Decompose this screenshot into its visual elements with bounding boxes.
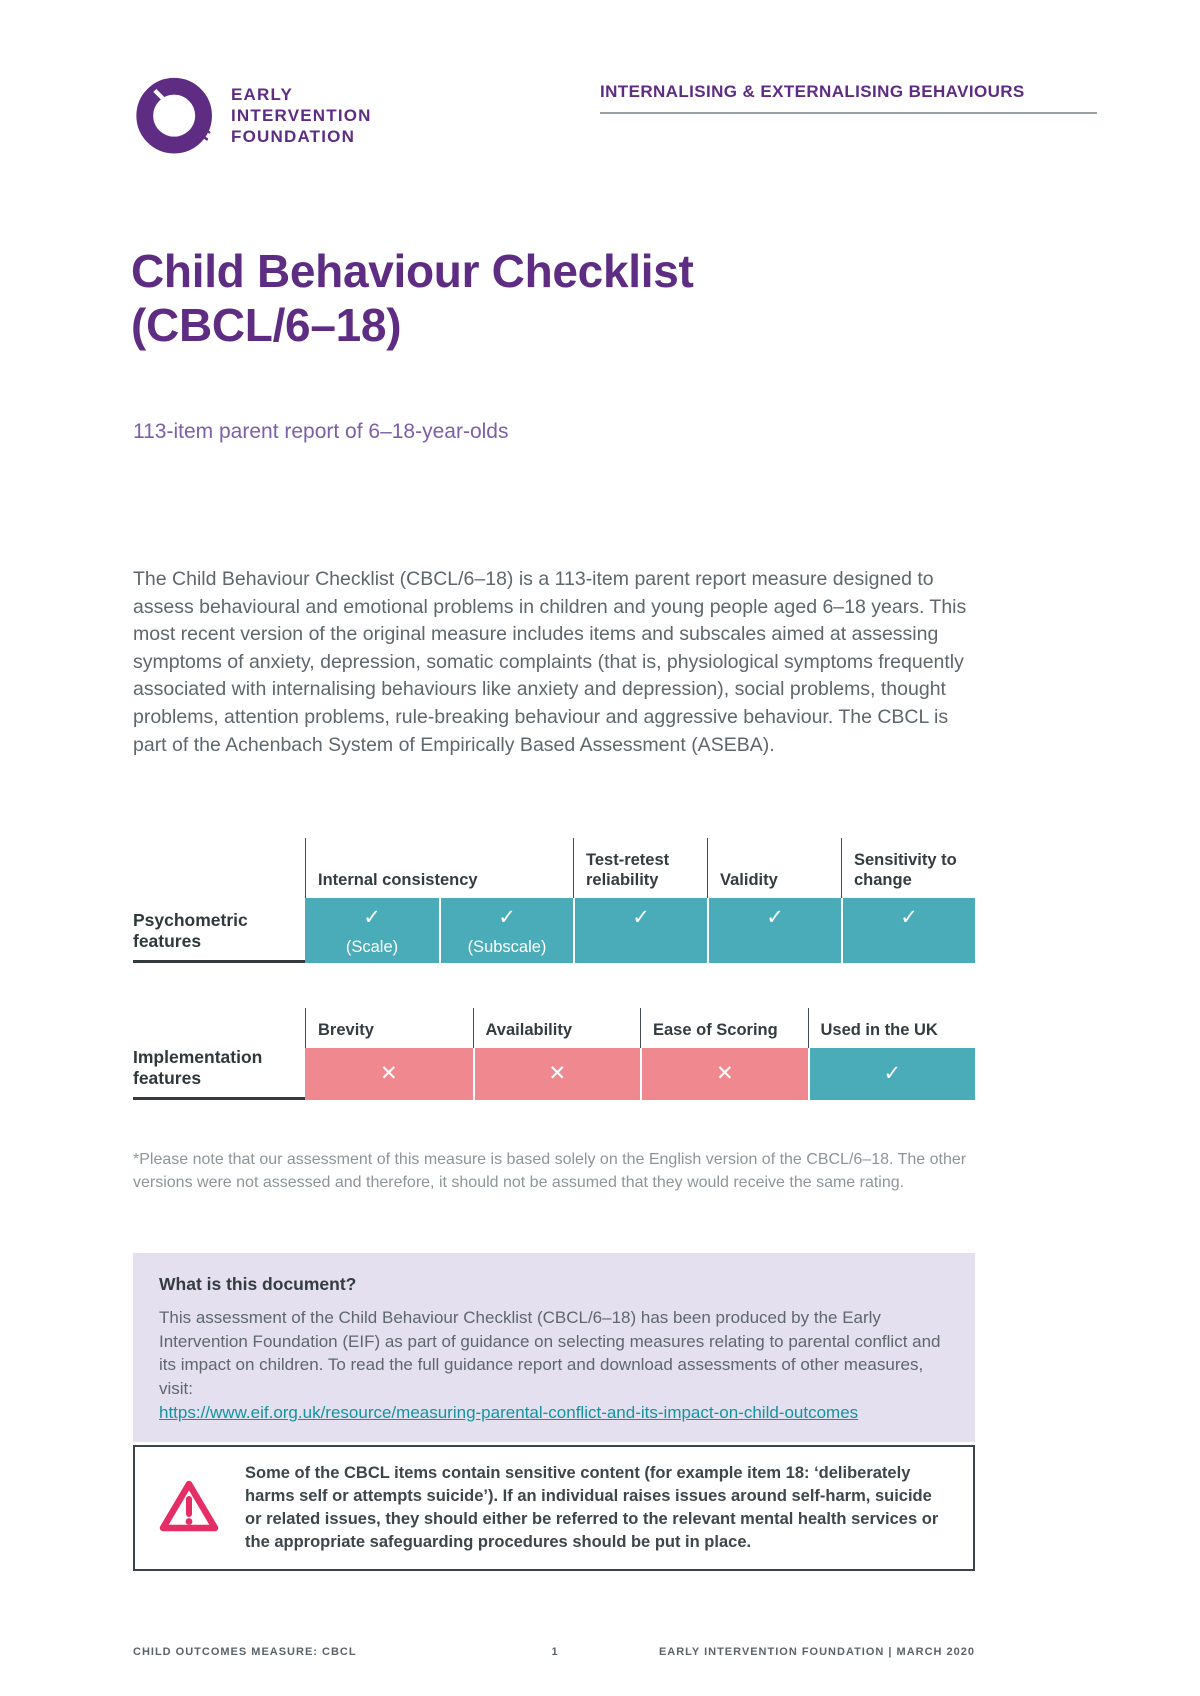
page-title-line-2: (CBCL/6–18) xyxy=(131,299,402,351)
assessment-footnote: *Please note that our assessment of this… xyxy=(133,1151,967,1191)
footer-publisher-date: EARLY INTERVENTION FOUNDATION | MARCH 20… xyxy=(658,1646,975,1658)
check-icon: ✓ xyxy=(363,906,381,929)
column-header-used-in-uk: Used in the UK xyxy=(807,1008,976,1048)
footer-document-name: CHILD OUTCOMES MEASURE: CBCL xyxy=(133,1646,357,1658)
cell-brevity: ✕ xyxy=(305,1048,473,1100)
check-icon: ✓ xyxy=(900,906,918,929)
page-title: Child Behaviour Checklist (CBCL/6–18) xyxy=(131,244,694,352)
cell-sensitivity: ✓ xyxy=(841,898,975,963)
cell-note-subscale: (Subscale) xyxy=(467,938,547,956)
check-icon: ✓ xyxy=(766,906,784,929)
page-subtitle: 113-item parent report of 6–18-year-olds xyxy=(133,420,509,443)
check-icon: ✓ xyxy=(883,1062,902,1085)
what-is-this-document-box: What is this document? This assessment o… xyxy=(133,1253,975,1442)
cell-note-scale: (Scale) xyxy=(345,938,399,956)
logo-line-2: INTERVENTION xyxy=(231,106,372,125)
psychometric-row-label: Psychometric features xyxy=(133,838,305,963)
cell-internal-consistency-subscale: ✓ (Subscale) xyxy=(439,898,573,963)
warning-text: Some of the CBCL items contain sensitive… xyxy=(245,1464,939,1551)
warning-triangle-icon xyxy=(159,1479,219,1538)
guidance-link[interactable]: https://www.eif.org.uk/resource/measurin… xyxy=(159,1403,859,1422)
column-header-ease-of-scoring: Ease of Scoring xyxy=(640,1008,808,1048)
page-title-line-1: Child Behaviour Checklist xyxy=(131,245,694,297)
cell-ease-of-scoring: ✕ xyxy=(640,1048,808,1100)
column-header-sensitivity: Sensitivity to change xyxy=(841,838,975,898)
psychometric-features-table: Psychometric features Internal consisten… xyxy=(133,838,975,963)
eif-ring-logo-icon xyxy=(133,72,217,161)
info-box-body: This assessment of the Child Behaviour C… xyxy=(159,1306,949,1425)
logo-line-1: EARLY xyxy=(231,85,294,104)
cell-used-in-uk: ✓ xyxy=(807,1048,975,1100)
info-box-heading: What is this document? xyxy=(159,1274,357,1294)
cross-icon: ✕ xyxy=(715,1062,734,1085)
eif-logo: EARLY INTERVENTION FOUNDATION xyxy=(133,72,372,161)
column-header-test-retest: Test-retest reliability xyxy=(573,838,707,898)
sensitive-content-warning-box: Some of the CBCL items contain sensitive… xyxy=(133,1445,975,1571)
check-icon: ✓ xyxy=(498,906,516,929)
series-tag: INTERNALISING & EXTERNALISING BEHAVIOURS xyxy=(600,82,1025,101)
cell-availability: ✕ xyxy=(472,1048,640,1100)
cell-validity: ✓ xyxy=(707,898,841,963)
header-rule xyxy=(600,112,1097,114)
cross-icon: ✕ xyxy=(379,1062,398,1085)
column-header-validity: Validity xyxy=(707,838,841,898)
column-header-availability: Availability xyxy=(472,1008,641,1048)
implementation-row-label: Implementation features xyxy=(133,1008,305,1100)
cell-test-retest: ✓ xyxy=(573,898,707,963)
column-header-brevity: Brevity xyxy=(305,1008,473,1048)
implementation-features-table: Implementation features Brevity Availabi… xyxy=(133,1008,975,1100)
logo-line-3: FOUNDATION xyxy=(231,127,356,146)
cross-icon: ✕ xyxy=(548,1062,567,1085)
footer-page-number: 1 xyxy=(551,1646,559,1658)
intro-paragraph: The Child Behaviour Checklist (CBCL/6–18… xyxy=(133,568,967,756)
check-icon: ✓ xyxy=(632,906,650,929)
info-box-text: This assessment of the Child Behaviour C… xyxy=(159,1308,941,1398)
cell-internal-consistency-scale: ✓ (Scale) xyxy=(305,898,439,963)
eif-logo-wordmark: EARLY INTERVENTION FOUNDATION xyxy=(231,72,372,147)
column-header-internal-consistency: Internal consistency xyxy=(305,838,573,898)
